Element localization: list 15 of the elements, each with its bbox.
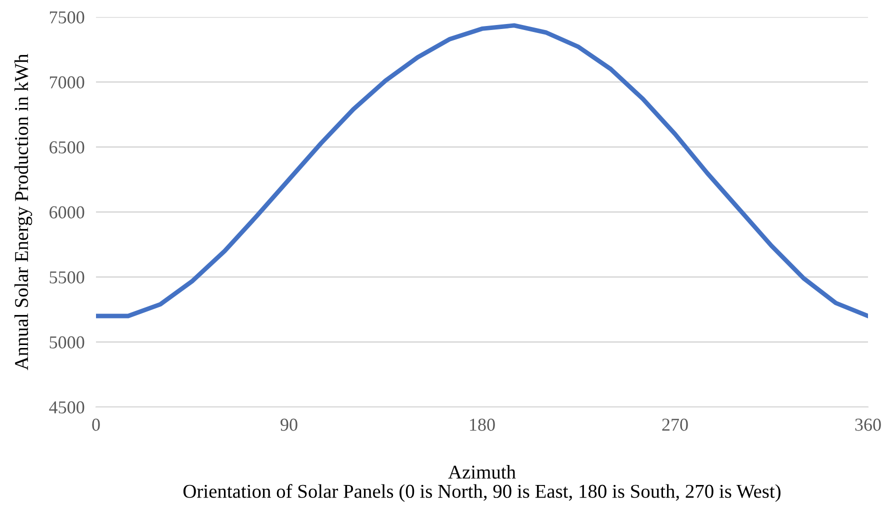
y-axis-title: Annual Solar Energy Production in kWh [14,54,32,370]
y-tick-label: 6500 [50,141,84,154]
y-tick-label: 5000 [50,336,84,348]
x-tick-label: 90 [280,418,298,431]
x-axis-title: Azimuth Orientation of Solar Panels (0 is North, 90 is East, 180 is South, 270 is West) [183,465,780,502]
line-series [96,23,868,318]
y-tick-label: 4500 [49,401,84,414]
x-tick-label: 360 [855,418,881,431]
x-tick-label: 270 [662,418,688,431]
y-tick-label: 7500 [50,11,84,24]
y-tick-label: 6000 [50,206,84,218]
x-tick-label: 180 [470,418,495,431]
y-tick-label: 5500 [50,271,84,284]
x-tick-label: 0 [92,418,100,431]
y-tick-label: 7000 [50,76,84,88]
